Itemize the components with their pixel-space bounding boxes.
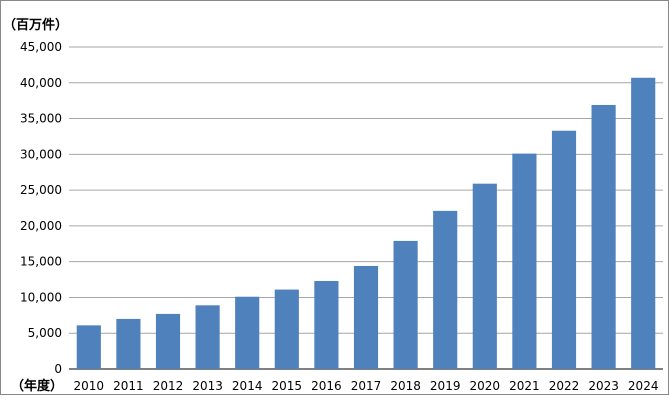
- x-tick-label: 2018: [390, 379, 421, 393]
- x-tick-label: 2022: [549, 379, 580, 393]
- y-tick-label: 35,000: [20, 112, 62, 126]
- bar-2013: [195, 305, 220, 369]
- y-tick-label: 45,000: [20, 40, 62, 54]
- bar-2019: [433, 210, 458, 369]
- x-tick-label: 2015: [272, 379, 303, 393]
- bar-2024: [631, 77, 656, 369]
- x-tick-label: 2010: [74, 379, 105, 393]
- x-tick-label: 2020: [470, 379, 501, 393]
- bars: [76, 77, 656, 370]
- x-tick-label: 2011: [113, 379, 144, 393]
- y-tick-label: 30,000: [20, 147, 62, 161]
- x-tick-label: 2024: [628, 379, 659, 393]
- x-tick-label: 2017: [351, 379, 382, 393]
- bar-2017: [353, 265, 379, 369]
- x-tick-label: 2019: [430, 379, 461, 393]
- bar-2018: [393, 240, 418, 369]
- bar-2016: [314, 280, 339, 369]
- bar-2010: [76, 325, 101, 369]
- x-tick-label: 2023: [588, 379, 619, 393]
- y-tick-label: 40,000: [20, 76, 62, 90]
- x-tick-label: 2013: [192, 379, 223, 393]
- bar-2020: [472, 183, 497, 369]
- bar-2022: [551, 130, 577, 369]
- x-tick-label: 2012: [153, 379, 184, 393]
- x-tick-label: 2014: [232, 379, 263, 393]
- bar-2021: [512, 153, 537, 369]
- bar-2014: [235, 296, 260, 369]
- y-tick-label: 15,000: [20, 255, 62, 269]
- x-axis-unit-label: （年度）: [11, 378, 63, 394]
- x-tick-labels: 2010 2011 2012 2013 2014 2015 2016 2017 2018 2019…: [74, 379, 659, 393]
- y-tick-labels: 0 5,000 10,000 15,000 20,000 25,000 30,000 35,0…: [20, 40, 62, 376]
- x-tick-label: 2016: [311, 379, 342, 393]
- bar-2015: [274, 289, 299, 369]
- y-tick-label: 0: [54, 362, 62, 376]
- bar-2011: [116, 318, 141, 369]
- y-tick-label: 25,000: [20, 183, 62, 197]
- y-tick-label: 20,000: [20, 219, 62, 233]
- y-tick-label: 5,000: [28, 326, 62, 340]
- bar-2023: [591, 104, 616, 370]
- bar-2012: [155, 313, 181, 369]
- y-axis-unit-label: （百万件）: [3, 17, 68, 33]
- x-tick-label: 2021: [509, 379, 540, 393]
- y-tick-label: 10,000: [20, 290, 62, 304]
